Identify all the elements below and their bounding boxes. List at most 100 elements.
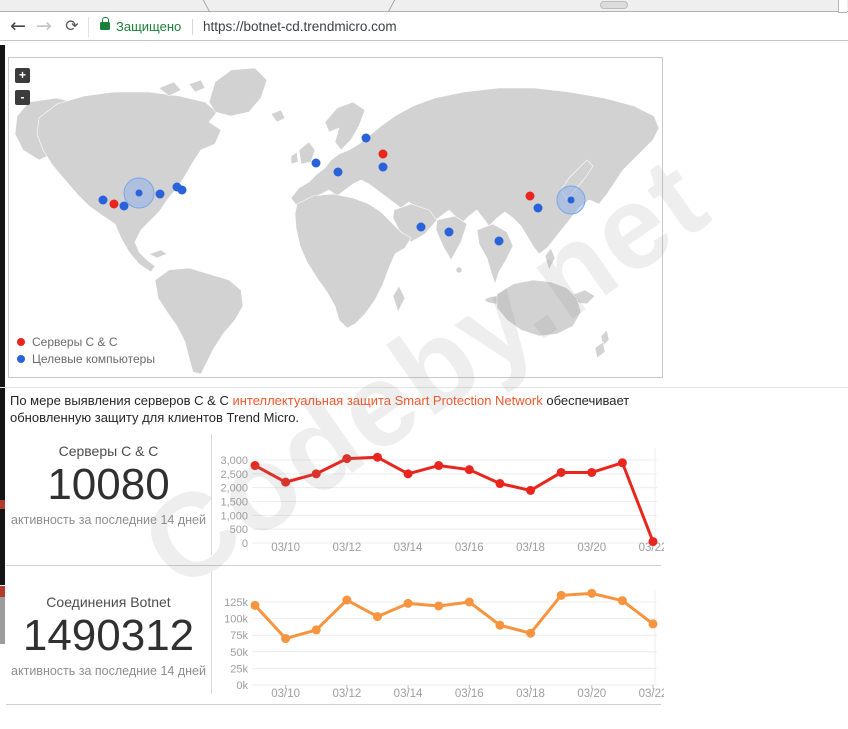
legend-label: Серверы C & C bbox=[32, 334, 118, 349]
marker-target-computer[interactable] bbox=[98, 195, 108, 205]
x-axis-label: 03/12 bbox=[332, 542, 361, 554]
marker-target-computer[interactable] bbox=[533, 203, 543, 213]
y-axis-label: 1,500 bbox=[220, 497, 248, 509]
reload-button[interactable]: ⟳ bbox=[65, 16, 79, 35]
marker-cc-server[interactable] bbox=[525, 191, 535, 201]
marker-target-computer[interactable] bbox=[494, 236, 504, 246]
marker-target-computer[interactable] bbox=[416, 222, 426, 232]
data-point[interactable] bbox=[281, 634, 291, 644]
data-point[interactable] bbox=[648, 537, 658, 547]
marker-cc-server[interactable] bbox=[109, 199, 119, 209]
x-axis-label: 03/22 bbox=[639, 542, 664, 554]
botnet-connections-stat: Соединения Botnet 1490312 активность за … bbox=[6, 568, 211, 678]
marker-target-computer[interactable] bbox=[155, 189, 165, 199]
map-legend: Серверы C & C Целевые компьютеры bbox=[17, 333, 155, 367]
botnet-connections-chart: 0k 25k 50k 75k 100k 125k 03/10 03/12 03/14 03/16 0… bbox=[224, 588, 664, 700]
legend-label: Целевые компьютеры bbox=[32, 351, 155, 366]
marker-target-computer[interactable] bbox=[177, 185, 187, 195]
security-label[interactable]: Защищено bbox=[116, 19, 182, 34]
back-button[interactable]: ← bbox=[10, 15, 26, 37]
y-axis-label: 75k bbox=[230, 630, 248, 642]
data-point[interactable] bbox=[617, 596, 627, 606]
target-computers-dot-icon bbox=[17, 354, 25, 363]
data-point[interactable] bbox=[342, 454, 352, 464]
marker-target-computer[interactable] bbox=[361, 133, 371, 143]
url-separator bbox=[192, 19, 193, 35]
x-axis-label: 03/14 bbox=[394, 688, 423, 700]
cc-servers-dot-icon bbox=[17, 337, 25, 346]
map-zoom-out-button[interactable]: - bbox=[15, 90, 30, 105]
y-axis-label: 3,000 bbox=[220, 455, 248, 467]
data-point[interactable] bbox=[311, 625, 321, 635]
map-panel: + - Серверы C & C Целевые компьютеры bbox=[8, 57, 663, 378]
forward-button[interactable]: → bbox=[36, 15, 52, 37]
marker-target-computer[interactable] bbox=[444, 227, 454, 237]
x-axis-label: 03/18 bbox=[516, 542, 545, 554]
marker-target-computer[interactable] bbox=[311, 158, 321, 168]
data-point[interactable] bbox=[617, 458, 627, 468]
data-point[interactable] bbox=[648, 619, 658, 629]
data-point[interactable] bbox=[281, 477, 291, 487]
data-point[interactable] bbox=[434, 601, 444, 611]
stat-title: Соединения Botnet bbox=[46, 594, 171, 610]
data-point[interactable] bbox=[311, 469, 321, 479]
marker-cc-server[interactable] bbox=[378, 149, 388, 159]
toolbar-separator bbox=[88, 17, 89, 37]
data-point[interactable] bbox=[403, 598, 413, 608]
continents bbox=[14, 67, 660, 375]
botnet-connections-section: Соединения Botnet 1490312 активность за … bbox=[6, 568, 664, 704]
data-point[interactable] bbox=[495, 620, 505, 630]
world-map[interactable] bbox=[9, 58, 662, 377]
marker-cluster-center bbox=[567, 196, 575, 204]
map-markers bbox=[98, 133, 586, 246]
data-point[interactable] bbox=[526, 628, 536, 638]
data-point[interactable] bbox=[250, 600, 260, 610]
data-point[interactable] bbox=[372, 452, 382, 462]
data-point[interactable] bbox=[372, 612, 382, 622]
data-point[interactable] bbox=[464, 465, 474, 475]
data-point[interactable] bbox=[434, 461, 444, 471]
tab-edge bbox=[387, 0, 396, 12]
marker-target-computer[interactable] bbox=[119, 201, 129, 211]
data-point[interactable] bbox=[587, 467, 597, 477]
data-point[interactable] bbox=[250, 461, 260, 471]
y-axis-label: 50k bbox=[230, 647, 248, 659]
data-point[interactable] bbox=[556, 590, 566, 600]
stat-caption: активность за последние 14 дней bbox=[11, 664, 206, 678]
smart-protection-network-link[interactable]: интеллектуальная защита Smart Protection… bbox=[232, 393, 543, 408]
x-axis-label: 03/14 bbox=[394, 542, 423, 554]
lock-icon[interactable] bbox=[100, 17, 110, 30]
background-window-edge bbox=[0, 586, 5, 597]
background-window-edge bbox=[0, 45, 5, 585]
x-axis-label: 03/10 bbox=[271, 688, 300, 700]
x-axis-label: 03/22 bbox=[639, 688, 664, 700]
y-axis-label: 100k bbox=[224, 614, 248, 626]
tab-strip[interactable] bbox=[0, 0, 848, 13]
data-point[interactable] bbox=[587, 588, 597, 598]
x-axis-label: 03/20 bbox=[577, 542, 606, 554]
background-window-edge bbox=[0, 597, 5, 644]
data-point[interactable] bbox=[556, 467, 566, 477]
new-tab-button[interactable] bbox=[600, 1, 628, 9]
address-bar-url[interactable]: https://botnet-cd.trendmicro.com bbox=[203, 19, 397, 34]
description-text: По мере выявления серверов C & C интелле… bbox=[10, 392, 660, 426]
data-point[interactable] bbox=[526, 485, 536, 495]
x-axis-label: 03/16 bbox=[455, 542, 484, 554]
data-point[interactable] bbox=[464, 597, 474, 607]
stat-value: 10080 bbox=[47, 460, 170, 509]
data-point[interactable] bbox=[495, 479, 505, 489]
data-point[interactable] bbox=[342, 595, 352, 605]
tab-edge bbox=[202, 0, 211, 12]
data-point[interactable] bbox=[403, 469, 413, 479]
y-axis-label: 2,500 bbox=[220, 469, 248, 481]
y-axis-label: 2,000 bbox=[220, 483, 248, 495]
map-zoom-in-button[interactable]: + bbox=[15, 68, 30, 83]
stat-title: Серверы C & C bbox=[58, 443, 159, 459]
window-corner bbox=[838, 0, 847, 13]
y-axis-label: 125k bbox=[224, 597, 248, 609]
marker-target-computer[interactable] bbox=[333, 167, 343, 177]
x-axis-label: 03/18 bbox=[516, 688, 545, 700]
marker-target-computer[interactable] bbox=[378, 162, 388, 172]
series-line bbox=[253, 591, 654, 641]
